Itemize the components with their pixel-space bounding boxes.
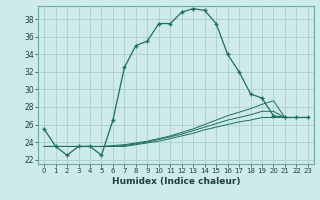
X-axis label: Humidex (Indice chaleur): Humidex (Indice chaleur)	[112, 177, 240, 186]
